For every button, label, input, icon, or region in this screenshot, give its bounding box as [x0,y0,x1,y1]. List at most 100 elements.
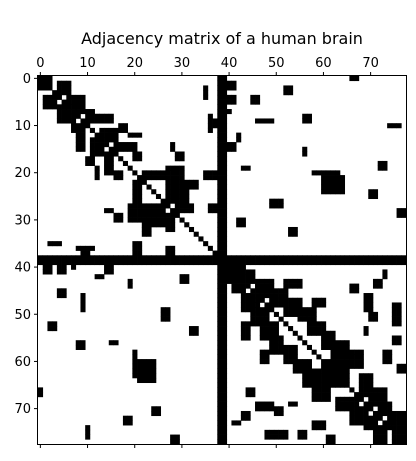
matrix-cell [302,146,308,152]
matrix-cell [339,354,346,360]
matrix-cell [80,340,86,346]
matrix-cell [325,330,331,336]
matrix-cell [255,406,261,412]
matrix-cell [217,94,223,100]
matrix-cell [245,297,251,303]
matrix-cell [344,373,350,379]
matrix-cell [283,278,289,284]
matrix-cell [151,363,157,369]
matrix-cell [396,123,402,129]
matrix-cell [137,368,143,374]
matrix-cell [222,269,228,275]
matrix-cell [387,349,393,355]
matrix-cell [47,104,53,110]
matrix-cell [108,160,114,166]
matrix-cell [354,406,360,412]
matrix-cell [321,330,327,336]
matrix-cell [311,307,317,313]
matrix-cell [377,283,383,289]
matrix-cell [108,269,114,275]
matrix-cell [80,142,86,148]
matrix-cell [231,260,237,266]
matrix-cell [396,311,402,317]
matrix-cell [344,406,350,412]
matrix-cell [269,321,275,327]
matrix-cell [354,288,360,294]
matrix-cell [335,382,341,388]
matrix-cell [306,373,312,379]
matrix-cell [292,307,298,313]
matrix-cell [174,198,180,204]
matrix-cell [344,255,350,261]
matrix-cell [207,208,213,214]
matrix-cell [311,326,317,332]
matrix-cell [222,429,228,435]
matrix-cell [222,363,228,369]
matrix-cell [132,170,138,176]
matrix-cell [306,377,312,384]
matrix-cell [382,354,388,360]
matrix-cell [316,420,322,426]
matrix-cell [94,165,100,171]
matrix-cell [217,222,223,228]
matrix-cell [363,255,369,261]
matrix-cell [222,307,228,313]
matrix-cell [269,288,275,294]
matrix-cell [151,208,157,214]
matrix-cell [222,302,228,308]
matrix-cell [217,208,223,214]
matrix-cell [141,255,147,261]
matrix-cell [306,311,312,317]
matrix-cell [222,203,228,209]
matrix-cell [349,363,355,369]
matrix-cell [217,377,223,384]
matrix-cell [222,142,228,148]
matrix-cell [297,297,303,303]
matrix-cell [283,283,289,289]
matrix-cell [212,260,218,266]
matrix-cell [396,340,402,346]
matrix-cell [222,410,228,417]
matrix-cell [89,151,95,157]
matrix-cell [61,118,67,124]
matrix-cell [184,222,190,228]
matrix-cell [259,278,265,284]
matrix-cell [179,179,185,185]
matrix-cell [391,316,397,322]
matrix-cell [264,406,270,412]
matrix-cell [396,434,402,440]
matrix-cell [358,359,364,365]
matrix-cell [382,255,388,261]
matrix-cell [61,255,67,261]
matrix-cell [330,359,336,365]
matrix-cell [94,151,100,157]
matrix-cell [382,406,388,412]
matrix-cell [184,184,190,190]
matrix-cell [99,132,105,138]
matrix-cell [325,359,331,365]
matrix-cell [226,260,232,266]
matrix-cell [349,354,355,360]
matrix-cell [170,250,176,256]
matrix-cell [391,410,397,417]
matrix-cell [344,349,350,355]
matrix-cell [297,255,303,261]
matrix-cell [170,439,176,445]
matrix-cell [354,349,360,355]
matrix-cell [104,156,110,162]
matrix-cell [368,420,374,426]
matrix-cell [311,420,317,426]
matrix-cell [132,212,138,218]
matrix-cell [165,222,171,228]
matrix-cell [259,406,265,412]
matrix-cell [99,274,105,280]
matrix-cell [170,212,176,218]
matrix-cell [363,382,369,388]
matrix-cell [222,349,228,355]
matrix-cell [396,415,402,421]
matrix-cell [217,326,223,332]
matrix-cell [240,297,246,303]
matrix-cell [42,104,48,110]
matrix-cell [269,283,275,289]
matrix-cell [132,203,138,209]
